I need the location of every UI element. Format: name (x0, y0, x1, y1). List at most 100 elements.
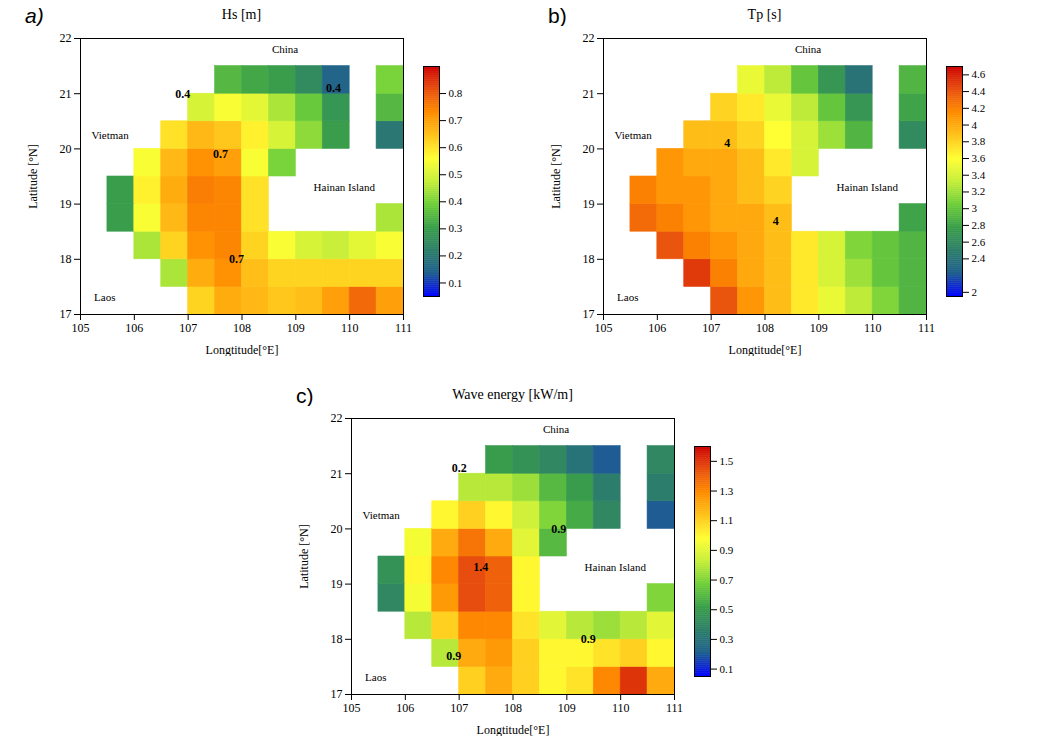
svg-text:3.2: 3.2 (972, 185, 986, 197)
svg-text:0.4: 0.4 (175, 87, 190, 101)
svg-text:Longtitude[°E]: Longtitude[°E] (729, 343, 802, 357)
html-text:b): b) (548, 4, 567, 27)
svg-text:17: 17 (331, 687, 343, 701)
svg-text:18: 18 (60, 252, 72, 266)
svg-text:Laos: Laos (365, 671, 386, 683)
svg-text:106: 106 (648, 321, 666, 335)
svg-text:21: 21 (331, 467, 343, 481)
svg-text:0.3: 0.3 (449, 222, 463, 234)
svg-text:22: 22 (583, 31, 595, 45)
svg-text:4: 4 (724, 136, 730, 150)
svg-text:Vietman: Vietman (362, 509, 400, 521)
svg-text:0.1: 0.1 (720, 663, 734, 675)
svg-text:22: 22 (60, 31, 72, 45)
html-text:c): c) (296, 384, 314, 407)
svg-text:Latitude [°N]: Latitude [°N] (26, 144, 40, 208)
svg-text:0.9: 0.9 (581, 632, 596, 646)
svg-text:21: 21 (583, 87, 595, 101)
svg-text:19: 19 (60, 197, 72, 211)
svg-text:19: 19 (583, 197, 595, 211)
svg-text:Laos: Laos (617, 291, 638, 303)
svg-text:3.6: 3.6 (972, 152, 986, 164)
svg-text:106: 106 (125, 321, 143, 335)
svg-text:Latitude [°N]: Latitude [°N] (549, 144, 563, 208)
svg-text:4.6: 4.6 (972, 68, 986, 80)
svg-text:108: 108 (756, 321, 774, 335)
svg-text:Latitude [°N]: Latitude [°N] (297, 524, 311, 588)
svg-text:4: 4 (972, 119, 978, 131)
svg-text:3.4: 3.4 (972, 169, 986, 181)
svg-text:3: 3 (972, 202, 978, 214)
svg-text:0.4: 0.4 (326, 81, 341, 95)
svg-text:2: 2 (972, 286, 978, 298)
svg-text:109: 109 (810, 321, 828, 335)
svg-text:105: 105 (595, 321, 613, 335)
svg-text:107: 107 (450, 701, 468, 715)
svg-text:18: 18 (331, 632, 343, 646)
svg-text:18: 18 (583, 252, 595, 266)
svg-text:China: China (543, 423, 569, 435)
svg-text:0.1: 0.1 (449, 276, 463, 288)
svg-text:20: 20 (583, 142, 595, 156)
svg-text:4.2: 4.2 (972, 102, 986, 114)
svg-text:Longtitude[°E]: Longtitude[°E] (477, 723, 550, 737)
svg-text:1.3: 1.3 (720, 485, 734, 497)
svg-text:0.5: 0.5 (449, 168, 463, 180)
svg-text:0.7: 0.7 (720, 574, 734, 586)
svg-text:111: 111 (395, 321, 412, 335)
svg-text:Longtitude[°E]: Longtitude[°E] (206, 343, 279, 357)
svg-text:Hainan Island: Hainan Island (585, 561, 647, 573)
svg-text:110: 110 (341, 321, 359, 335)
svg-text:22: 22 (331, 411, 343, 425)
svg-text:4.4: 4.4 (972, 85, 986, 97)
svg-text:0.3: 0.3 (720, 633, 734, 645)
svg-text:2.6: 2.6 (972, 236, 986, 248)
svg-text:0.6: 0.6 (449, 141, 463, 153)
svg-text:109: 109 (558, 701, 576, 715)
svg-text:0.2: 0.2 (449, 249, 463, 261)
svg-text:107: 107 (702, 321, 720, 335)
svg-text:2.4: 2.4 (972, 252, 986, 264)
svg-text:106: 106 (396, 701, 414, 715)
svg-text:1.5: 1.5 (720, 455, 734, 467)
svg-text:110: 110 (612, 701, 630, 715)
svg-text:105: 105 (72, 321, 90, 335)
svg-text:1.1: 1.1 (720, 514, 734, 526)
svg-text:2.8: 2.8 (972, 219, 986, 231)
svg-text:20: 20 (331, 522, 343, 536)
svg-text:20: 20 (60, 142, 72, 156)
svg-text:17: 17 (60, 307, 72, 321)
svg-text:3.8: 3.8 (972, 135, 986, 147)
svg-text:0.9: 0.9 (446, 649, 461, 663)
svg-text:0.2: 0.2 (452, 461, 467, 475)
svg-text:0.7: 0.7 (449, 114, 463, 126)
svg-text:Vietman: Vietman (91, 129, 129, 141)
svg-text:0.9: 0.9 (720, 544, 734, 556)
svg-text:107: 107 (179, 321, 197, 335)
html-text:a): a) (25, 4, 44, 27)
svg-text:0.5: 0.5 (720, 603, 734, 615)
svg-text:China: China (272, 43, 298, 55)
svg-text:China: China (795, 43, 821, 55)
svg-text:19: 19 (331, 577, 343, 591)
svg-text:Vietman: Vietman (614, 129, 652, 141)
svg-text:Laos: Laos (94, 291, 115, 303)
svg-text:111: 111 (918, 321, 935, 335)
svg-text:108: 108 (504, 701, 522, 715)
svg-text:0.4: 0.4 (449, 195, 463, 207)
svg-text:Hainan Island: Hainan Island (314, 181, 376, 193)
svg-text:21: 21 (60, 87, 72, 101)
svg-text:105: 105 (343, 701, 361, 715)
svg-text:108: 108 (233, 321, 251, 335)
svg-text:111: 111 (666, 701, 683, 715)
svg-text:4: 4 (773, 214, 779, 228)
svg-text:Hainan Island: Hainan Island (837, 181, 899, 193)
svg-text:110: 110 (864, 321, 882, 335)
svg-text:0.9: 0.9 (551, 522, 566, 536)
svg-text:109: 109 (287, 321, 305, 335)
svg-text:1.4: 1.4 (473, 560, 488, 574)
svg-text:0.7: 0.7 (229, 252, 244, 266)
svg-text:17: 17 (583, 307, 595, 321)
svg-text:0.8: 0.8 (449, 87, 463, 99)
svg-text:0.7: 0.7 (213, 147, 228, 161)
